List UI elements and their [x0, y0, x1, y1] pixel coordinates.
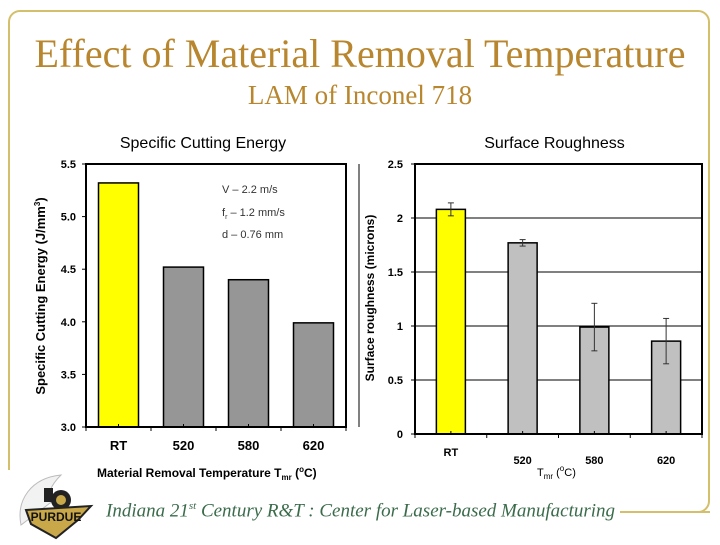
bar-520 [507, 242, 538, 435]
y-tick-label: 2 [397, 213, 403, 225]
y-tick-label: 1.5 [388, 267, 403, 279]
footer-rule [626, 511, 710, 513]
purdue-train-icon: PURDUE [19, 474, 94, 540]
y-tick-label: 3.5 [61, 369, 76, 381]
y-tick-label: 4.5 [61, 264, 76, 276]
footer-prefix: Indiana 21 [106, 500, 189, 522]
footer-superscript: st [188, 500, 197, 512]
slide-title: Effect of Material Removal Temperature [34, 31, 686, 76]
bar-620 [292, 322, 335, 428]
slide-subtitle: LAM of Inconel 718 [247, 80, 473, 110]
x-tick-label: RT [110, 438, 127, 453]
x-tick-label: 580 [238, 438, 260, 453]
y-tick-label: 2.5 [388, 159, 403, 171]
bar-520 [162, 266, 205, 428]
y-axis-label: Specific Cutting Energy (J/mm3) [33, 197, 48, 394]
y-tick-label: 5.0 [61, 212, 76, 224]
x-tick-label: 580 [585, 455, 603, 467]
purdue-logo: PURDUE [6, 470, 106, 545]
x-tick-label: RT [444, 447, 459, 459]
x-axis-label: Material Removal Temperature Tmr (oC) [97, 465, 317, 482]
logo-text: PURDUE [31, 510, 82, 524]
bar-580 [227, 278, 270, 428]
y-tick-label: 3.0 [61, 422, 76, 434]
y-tick-label: 5.5 [61, 159, 76, 171]
y-tick-label: 4.0 [61, 317, 76, 329]
chart-title: Surface Roughness [484, 135, 625, 152]
y-tick-label: 0 [397, 429, 403, 441]
annotation-depth: d – 0.76 mm [222, 229, 283, 241]
annotation-velocity: V – 2.2 m/s [222, 184, 278, 196]
y-axis-label: Surface roughness (microns) [363, 215, 377, 382]
frame-gap-bottom [100, 500, 620, 530]
x-tick-label: 520 [513, 455, 531, 467]
annotation-feed-rate: fr – 1.2 mm/s [222, 207, 285, 221]
y-tick-label: 1 [397, 321, 403, 333]
footer-text: Indiana 21st Century R&T : Center for La… [106, 500, 615, 522]
x-tick-label: 620 [657, 455, 675, 467]
x-tick-label: 520 [173, 438, 195, 453]
x-tick-label: 620 [303, 438, 325, 453]
bar-rt [97, 182, 140, 428]
chart-title: Specific Cutting Energy [120, 135, 286, 152]
footer-suffix: Century R&T : Center for Laser-based Man… [196, 500, 616, 522]
y-tick-label: 0.5 [388, 375, 403, 387]
bar-rt [435, 208, 467, 435]
x-axis-label: Tmr (oC) [537, 464, 576, 481]
